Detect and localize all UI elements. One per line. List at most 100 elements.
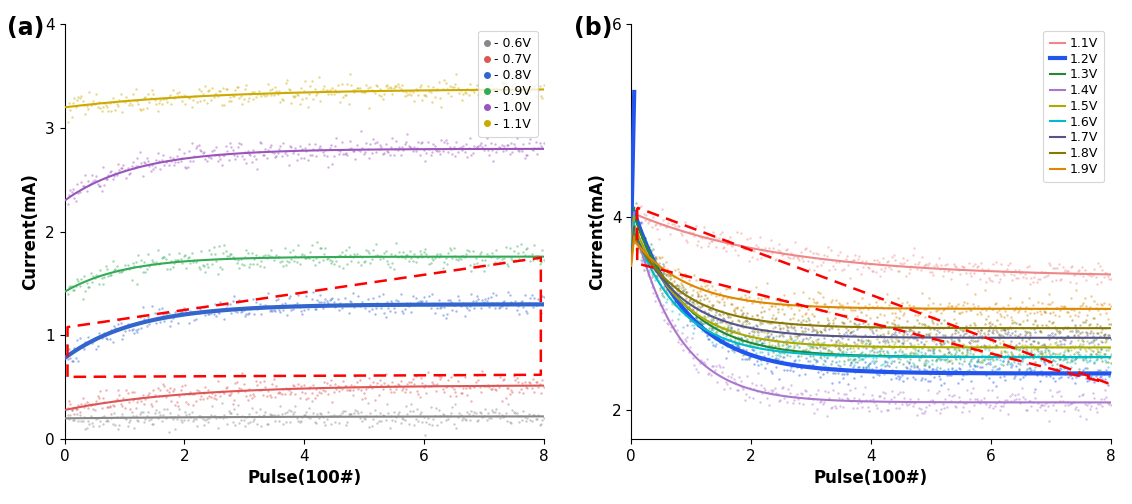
Point [927,333,945,341]
Point [800,339,818,347]
Point [803,327,821,335]
Point [778,366,796,374]
Point [661,288,679,296]
Point [909,328,927,336]
Point [520,140,538,148]
Point [745,385,763,393]
Point [337,91,355,99]
Point [156,393,174,401]
Point [386,417,404,425]
Point [311,409,329,417]
Point [808,344,826,352]
Point [907,346,925,354]
Point [513,416,531,424]
Point [886,369,904,377]
Point [189,85,207,93]
Point [946,367,964,375]
Point [286,251,305,260]
Point [996,267,1014,275]
Point [1006,327,1024,335]
Point [963,262,981,270]
Point [902,326,920,334]
Point [697,281,715,289]
Point [651,280,669,288]
Point [641,245,659,253]
Point [736,332,754,340]
Point [897,328,915,336]
Point [961,362,979,370]
Point [1001,340,1019,348]
Point [434,311,452,320]
Point [524,375,542,383]
Point [1007,344,1026,352]
Point [1088,280,1106,288]
Point [1100,372,1118,380]
Point [996,396,1014,404]
Point [748,322,766,330]
Point [1056,369,1074,377]
Point [701,335,719,343]
Point [1099,346,1117,354]
Point [833,370,851,378]
Point [772,384,790,392]
Point [361,259,379,267]
Point [925,325,943,333]
Point [1049,355,1067,363]
Point [858,336,876,344]
Point [850,395,868,403]
Point [937,355,955,363]
Point [969,345,987,353]
Point [470,91,488,99]
Point [764,324,782,332]
Point [1048,353,1066,361]
Point [1044,318,1062,326]
Point [113,402,131,410]
Point [272,258,290,266]
Point [213,387,231,395]
Point [1072,412,1090,420]
Point [645,257,663,265]
Point [829,344,847,352]
Point [341,137,359,145]
Point [898,298,916,306]
Point [291,260,309,268]
Point [209,87,228,95]
Point [346,155,365,163]
Point [305,95,323,103]
Point [420,260,438,268]
Point [533,292,551,300]
Point [93,413,111,421]
Point [288,384,306,392]
Point [394,415,412,423]
Point [801,352,820,360]
Point [909,260,927,268]
Point [461,134,479,142]
Point [970,308,988,316]
Point [1067,372,1086,381]
Point [901,395,919,403]
Point [983,366,1001,374]
Point [779,323,797,331]
Point [788,341,806,349]
Point [1018,328,1036,336]
Point [311,244,329,252]
Point [238,81,256,89]
Point [268,149,286,157]
Point [226,255,245,263]
Point [466,297,484,305]
Point [424,301,443,309]
Point [838,370,856,378]
Point [1028,369,1046,377]
Point [421,151,439,159]
Point [299,394,317,402]
Point [765,314,783,323]
Point [468,143,486,151]
Point [271,254,289,262]
Point [168,398,186,406]
Point [465,304,483,312]
Point [683,291,701,299]
Point [142,260,160,268]
Point [424,83,443,91]
Point [248,305,266,313]
Point [718,327,736,335]
